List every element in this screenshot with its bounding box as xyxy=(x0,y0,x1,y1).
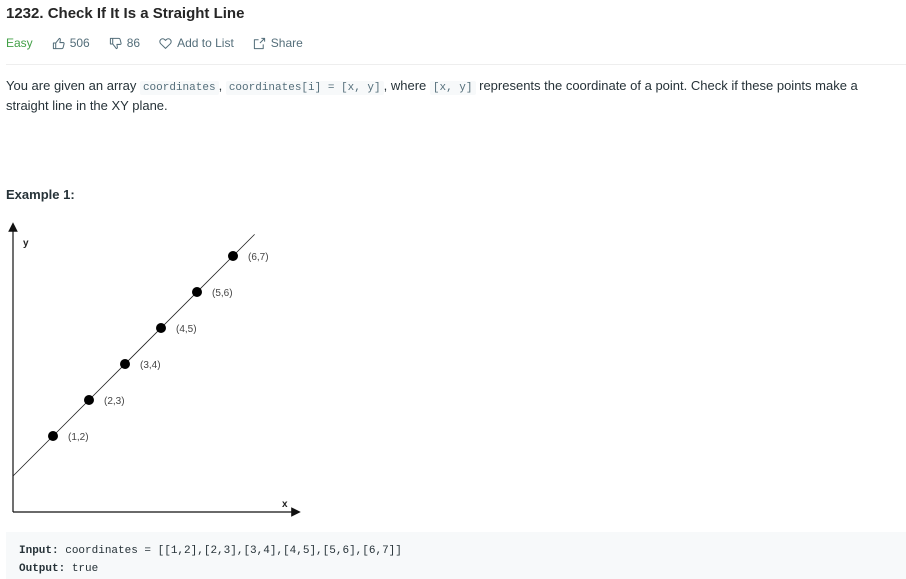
thumbs-down-icon xyxy=(109,37,122,49)
thumbs-up-icon xyxy=(52,37,65,49)
data-point xyxy=(192,287,202,297)
point-label: (6,7) xyxy=(248,252,269,263)
data-point xyxy=(228,251,238,261)
code-coordinates-i: coordinates[i] = [x, y] xyxy=(225,81,384,95)
code-coordinates: coordinates xyxy=(139,81,219,95)
problem-description: You are given an array coordinates, coor… xyxy=(6,77,896,115)
dislike-count: 86 xyxy=(126,36,141,50)
input-label: Input: xyxy=(19,545,59,557)
add-to-list-button[interactable]: Add to List xyxy=(159,36,234,50)
problem-meta-bar: Easy 506 86 Add to List Share xyxy=(6,34,322,52)
point-label: (5,6) xyxy=(212,288,233,299)
code-xy: [x, y] xyxy=(429,81,476,95)
point-label: (1,2) xyxy=(68,432,89,443)
share-icon xyxy=(253,37,265,49)
add-to-list-label: Add to List xyxy=(177,36,234,50)
difficulty-badge: Easy xyxy=(6,36,33,50)
point-label: (3,4) xyxy=(140,360,161,371)
point-label: (4,5) xyxy=(176,324,197,335)
x-axis-label: x xyxy=(282,499,288,510)
description-text: , where xyxy=(383,78,430,93)
data-point xyxy=(48,431,58,441)
example-input-row: Input: coordinates = [[1,2],[2,3],[3,4],… xyxy=(19,542,906,560)
heart-icon xyxy=(159,37,172,49)
share-button[interactable]: Share xyxy=(253,36,303,50)
input-value: coordinates = [[1,2],[2,3],[3,4],[4,5],[… xyxy=(65,545,402,557)
dislike-button[interactable]: 86 xyxy=(109,36,140,50)
share-label: Share xyxy=(270,36,303,50)
output-value: true xyxy=(71,563,99,575)
description-text: represents the coordinate of a point. Ch… xyxy=(6,78,858,113)
data-point xyxy=(156,323,166,333)
like-count: 506 xyxy=(69,36,90,50)
data-point xyxy=(120,359,130,369)
problem-title: 1232. Check If It Is a Straight Line xyxy=(6,5,245,22)
y-axis-label: y xyxy=(23,238,29,249)
output-label: Output: xyxy=(19,563,66,575)
example-io-block: Input: coordinates = [[1,2],[2,3],[3,4],… xyxy=(6,532,906,579)
example-output-row: Output: true xyxy=(19,560,906,578)
example-title: Example 1: xyxy=(6,187,75,202)
point-label: (2,3) xyxy=(104,396,125,407)
like-button[interactable]: 506 xyxy=(52,36,90,50)
description-text: You are given an array xyxy=(6,78,140,93)
scatter-chart: y x (1,2) (2,3) (3,4) (4,5) (5,6) (6,7) xyxy=(8,222,301,517)
header-divider xyxy=(6,64,906,65)
data-point xyxy=(84,395,94,405)
description-text: , xyxy=(218,78,226,93)
data-points: (1,2) (2,3) (3,4) (4,5) (5,6) (6,7) xyxy=(48,251,269,443)
example-figure: y x (1,2) (2,3) (3,4) (4,5) (5,6) (6,7) xyxy=(0,218,310,523)
